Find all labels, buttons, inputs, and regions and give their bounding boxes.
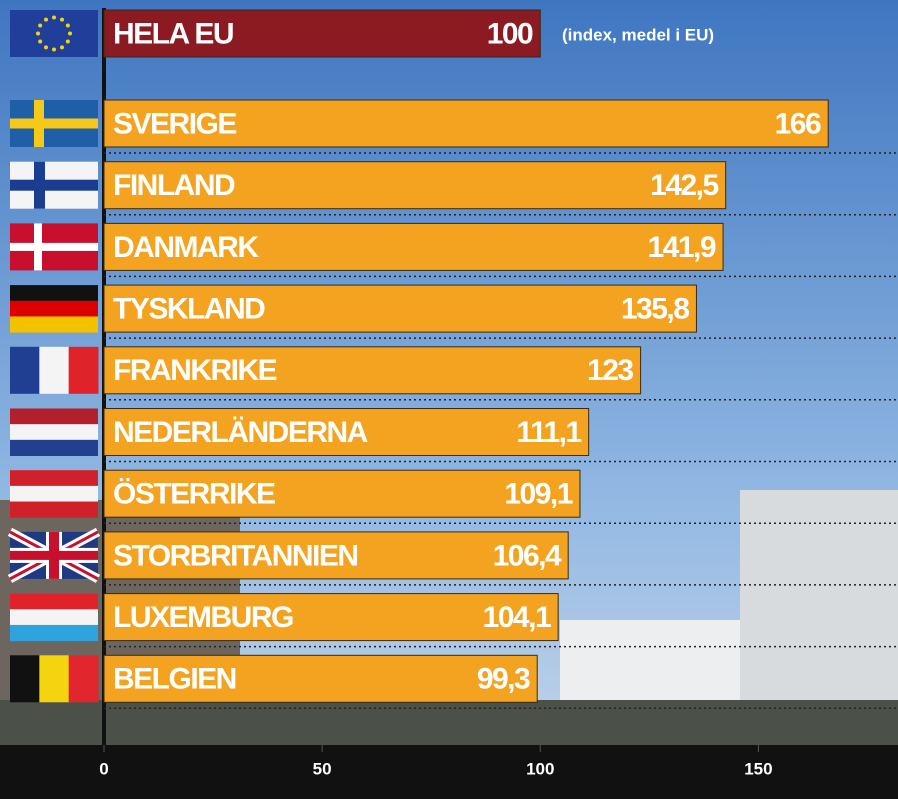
flag-part (10, 316, 98, 332)
chart: (index, medel i EU) 0 50 100 150 HELA EU 100 S… (0, 0, 898, 799)
value-label: 141,9 (647, 231, 715, 264)
flag-star (38, 40, 42, 44)
flag-part (10, 655, 40, 702)
category-label: BELGIEN (113, 663, 236, 696)
flag-part (10, 347, 40, 394)
value-label: 111,1 (516, 416, 581, 449)
value-label: 100 (487, 17, 533, 50)
flag-part (10, 594, 98, 610)
flag-star (60, 45, 64, 49)
flag-part (10, 625, 98, 641)
flag-part (10, 119, 98, 129)
category-label: FRANKRIKE (113, 354, 277, 387)
flag-part (10, 180, 98, 191)
flag-part (10, 243, 98, 251)
flag-star (44, 18, 48, 22)
flag-part (39, 347, 69, 394)
value-label: 135,8 (621, 293, 689, 326)
flag-star (52, 48, 56, 52)
flag-star (44, 45, 48, 49)
flag-part (10, 285, 98, 301)
flag-part (10, 470, 98, 486)
flag-part (10, 486, 98, 502)
value-label: 123 (587, 354, 633, 387)
flag-star (66, 40, 70, 44)
background-ground (0, 700, 898, 745)
flag-part (69, 655, 99, 702)
value-label: 142,5 (650, 169, 718, 202)
flag-part (10, 502, 98, 518)
flag-part (39, 655, 69, 702)
flag-part (10, 609, 98, 625)
category-label: DANMARK (113, 231, 259, 264)
x-tick-label: 0 (99, 759, 108, 778)
x-tick-label: 150 (744, 759, 772, 778)
category-label: ÖSTERRIKE (113, 478, 275, 511)
flag-part (10, 409, 98, 425)
category-label: FINLAND (113, 169, 235, 202)
flag-part (10, 424, 98, 440)
flag-star (66, 24, 70, 28)
annotation: (index, medel i EU) (562, 25, 714, 44)
value-label: 99,3 (477, 663, 530, 696)
flag-star (52, 16, 56, 20)
category-label: TYSKLAND (113, 293, 265, 326)
flag-star (38, 24, 42, 28)
flag-star (60, 18, 64, 22)
category-label: SVERIGE (113, 107, 236, 140)
flag-star (68, 32, 72, 36)
flag-star (36, 32, 40, 36)
category-label: STORBRITANNIEN (113, 539, 358, 572)
value-label: 104,1 (483, 601, 551, 634)
flag-part (10, 440, 98, 456)
flag-part (10, 551, 98, 560)
category-label: LUXEMBURG (113, 601, 293, 634)
flag-part (69, 347, 99, 394)
x-tick-label: 50 (313, 759, 332, 778)
flags (10, 10, 99, 702)
category-label: NEDERLÄNDERNA (113, 416, 368, 449)
value-label: 109,1 (504, 478, 572, 511)
value-label: 166 (775, 107, 821, 140)
x-tick-label: 100 (526, 759, 554, 778)
flag-part (10, 301, 98, 317)
category-label: HELA EU (113, 17, 233, 50)
value-label: 106,4 (493, 539, 562, 572)
